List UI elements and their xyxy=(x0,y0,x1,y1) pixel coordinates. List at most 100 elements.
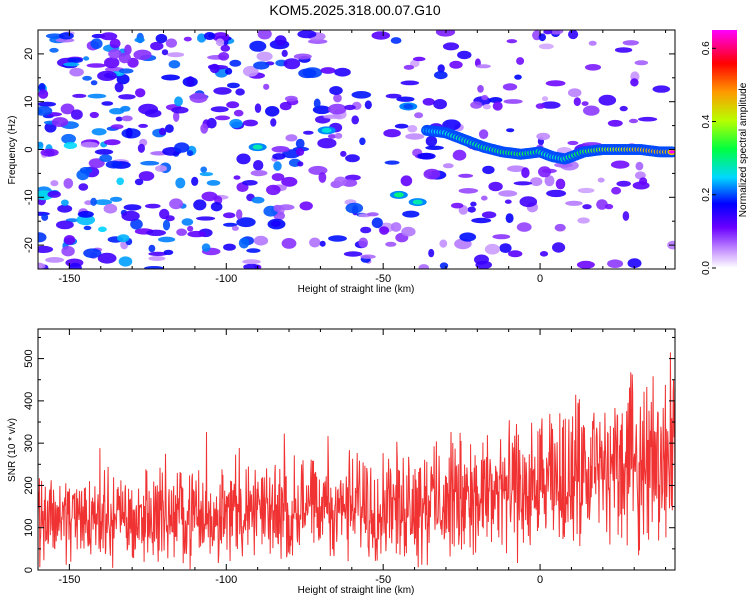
spectrogram-cell xyxy=(263,83,270,90)
spectrogram-cell xyxy=(135,88,146,98)
spectrogram-x-label: Height of straight line (km) xyxy=(298,284,415,295)
y-tick-label: 300 xyxy=(23,434,35,452)
spectrogram-cell xyxy=(573,97,581,106)
spectrogram-cell xyxy=(38,83,46,92)
spectrogram-cell xyxy=(199,172,214,177)
spectrogram-cell xyxy=(71,109,83,120)
spectrogram-cell xyxy=(253,160,264,171)
colorbar-tick-label: 0.0 xyxy=(701,261,712,275)
spectrogram-cell xyxy=(384,160,400,165)
spectrogram-cell xyxy=(61,133,76,144)
spectrogram-cell xyxy=(138,171,155,181)
spectrogram-cell xyxy=(155,165,167,172)
spectrogram-cell xyxy=(223,243,236,251)
x-tick-label: 0 xyxy=(537,273,543,285)
spectrogram-cell xyxy=(220,44,231,52)
y-tick-label: 200 xyxy=(23,476,35,494)
spectrogram-cell xyxy=(507,165,526,172)
spectrogram-cell xyxy=(538,43,554,50)
y-tick-label: 0 xyxy=(23,146,35,152)
spectrogram-cell xyxy=(351,115,360,125)
spectrogram-cell xyxy=(405,133,425,140)
spectrogram-cell xyxy=(98,226,107,233)
spectrogram-cell xyxy=(173,111,180,122)
spectrogram-cell xyxy=(607,119,623,127)
snr-panel: -150 -100 -50 0 0 100 200 300 400 500 Height of … xyxy=(7,328,676,596)
spectrogram-cell xyxy=(505,213,514,224)
colorbar-tick-label: 0.4 xyxy=(701,114,712,128)
spectrogram-cell xyxy=(78,183,89,191)
spectrogram-cell xyxy=(299,201,313,211)
spectrogram-cell xyxy=(481,94,489,101)
y-tick-label: 0 xyxy=(23,567,35,573)
spectrogram-cell xyxy=(146,229,167,236)
spectrogram-cell xyxy=(442,42,460,51)
spectrogram-cell xyxy=(242,259,261,265)
spectrogram-cell xyxy=(40,148,59,157)
colorbar-label: Normalized spectral amplitude xyxy=(738,82,749,217)
spectrogram-cell xyxy=(123,204,142,211)
spectrogram-cells xyxy=(38,30,675,269)
spectrogram-cell xyxy=(576,260,595,269)
spectrogram-cell xyxy=(101,101,114,106)
spectrogram-cell xyxy=(243,263,260,269)
spectrogram-cell xyxy=(163,249,174,255)
spectrogram-cell xyxy=(295,147,305,156)
spectrogram-cell xyxy=(614,47,633,53)
x-tick-label: -150 xyxy=(58,273,80,285)
spectrogram-cell xyxy=(476,64,491,69)
spectrogram-cell xyxy=(539,251,549,257)
spectrogram-panel: -150 -100 -50 0 20 10 0 -10 -20 Height of strai… xyxy=(7,29,676,295)
y-tick-label: 500 xyxy=(23,349,35,367)
spectrogram-cell xyxy=(118,52,131,64)
spectrogram-cell xyxy=(86,63,106,68)
spectrogram-cell xyxy=(118,68,134,74)
spectrogram-cell xyxy=(635,161,644,171)
spectrogram-cell xyxy=(90,80,98,86)
spectrogram-cell xyxy=(451,202,464,209)
spectrogram-cell xyxy=(125,127,133,139)
spectrogram-cell xyxy=(229,59,242,67)
spectrogram-cell xyxy=(175,177,186,189)
spectrogram-cell xyxy=(273,204,282,212)
spectrogram-cell xyxy=(174,96,183,107)
spectrogram-cell xyxy=(79,166,93,174)
spectrogram-cell xyxy=(162,219,171,231)
x-tick-label: -100 xyxy=(215,574,237,586)
spectrogram-cell xyxy=(298,68,317,79)
spectrogram-cell xyxy=(91,128,107,136)
spectrogram-cell xyxy=(201,191,218,202)
spectrogram-cell xyxy=(366,212,379,217)
spectrogram-cell xyxy=(144,266,164,269)
spectrogram-cell xyxy=(379,226,390,235)
spectrogram-cell xyxy=(390,222,402,232)
spectrogram-cell xyxy=(90,197,97,206)
spectrogram-cell xyxy=(76,214,96,226)
spectrogram-cell xyxy=(97,252,117,264)
spectrogram-cell xyxy=(482,165,495,175)
spectrogram-cell xyxy=(414,112,424,119)
spectrogram-cell xyxy=(82,75,92,81)
spectrogram-cell xyxy=(110,124,124,130)
spectrogram-cell xyxy=(45,257,65,263)
spectrogram-cell xyxy=(193,199,207,211)
spectrogram-cell xyxy=(63,178,74,189)
spectrogram-cell xyxy=(401,226,416,237)
spectrogram-cell xyxy=(345,154,360,163)
spectrogram-cell xyxy=(323,114,342,119)
spectrogram-cell xyxy=(634,60,649,66)
spectrogram-cell xyxy=(242,180,258,186)
spectrogram-cell xyxy=(536,132,551,141)
spectrogram-cell xyxy=(61,199,69,206)
spectrogram-cell xyxy=(200,123,209,134)
spectrogram-cell xyxy=(598,94,617,106)
spectrogram-cell xyxy=(555,178,566,190)
spectrogram-cell xyxy=(57,204,73,213)
spectrogram-cell xyxy=(38,106,53,116)
spectrogram-cell xyxy=(508,250,523,258)
spectrogram-cell xyxy=(285,134,298,142)
spectrogram-cell xyxy=(273,161,282,171)
spectrogram-cell xyxy=(60,103,75,115)
spectrogram-cell xyxy=(105,160,122,169)
spectrogram-cell xyxy=(124,44,132,55)
